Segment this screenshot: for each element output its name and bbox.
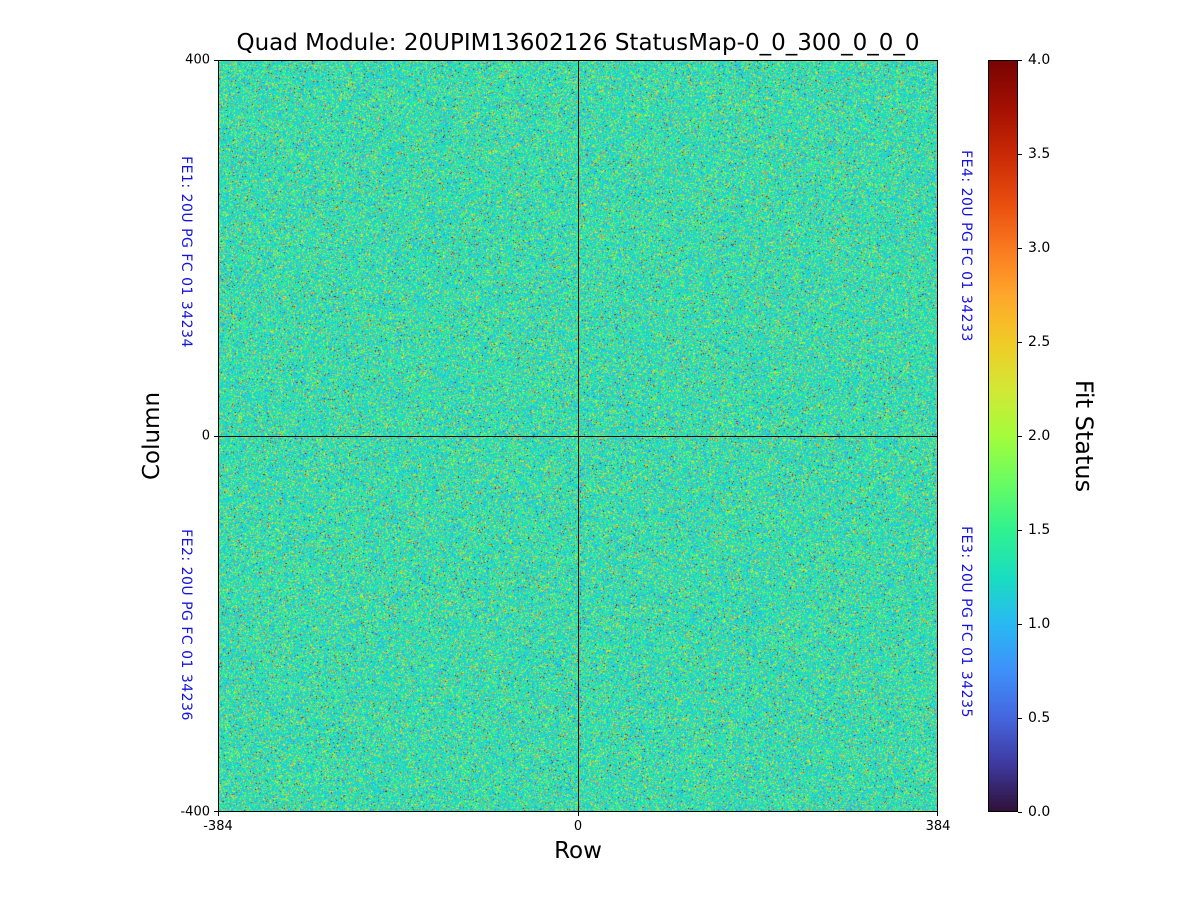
colorbar bbox=[988, 60, 1018, 812]
colorbar-canvas bbox=[989, 61, 1017, 811]
colorbar-tick-mark bbox=[1018, 436, 1022, 437]
x-tick-label: 0 bbox=[548, 819, 608, 834]
annotation-fe2: FE2: 20U PG FC 01 34236 bbox=[178, 529, 194, 721]
colorbar-tick-label: 0.5 bbox=[1028, 710, 1050, 726]
y-tick-label: 400 bbox=[150, 53, 210, 68]
chart-title: Quad Module: 20UPIM13602126 StatusMap-0_… bbox=[178, 30, 978, 56]
colorbar-label: Fit Status bbox=[1070, 380, 1098, 492]
x-tick-label: -384 bbox=[188, 819, 248, 834]
colorbar-tick-mark bbox=[1018, 154, 1022, 155]
colorbar-tick-mark bbox=[1018, 718, 1022, 719]
y-tick-label: -400 bbox=[150, 805, 210, 820]
crosshair-horizontal-line bbox=[219, 436, 937, 437]
colorbar-tick-label: 3.5 bbox=[1028, 146, 1050, 162]
colorbar-tick-mark bbox=[1018, 530, 1022, 531]
colorbar-tick-label: 4.0 bbox=[1028, 52, 1050, 68]
x-tick-label: 384 bbox=[908, 819, 968, 834]
x-axis-label: Row bbox=[218, 838, 938, 864]
annotation-fe4: FE4: 20U PG FC 01 34233 bbox=[958, 150, 974, 342]
x-tick-mark bbox=[578, 812, 579, 816]
colorbar-tick-mark bbox=[1018, 812, 1022, 813]
annotation-fe1: FE1: 20U PG FC 01 34234 bbox=[178, 156, 194, 348]
plot-area bbox=[218, 60, 938, 812]
figure: Quad Module: 20UPIM13602126 StatusMap-0_… bbox=[0, 0, 1200, 900]
colorbar-tick-mark bbox=[1018, 60, 1022, 61]
x-tick-mark bbox=[218, 812, 219, 816]
x-tick-mark bbox=[937, 812, 938, 816]
colorbar-tick-label: 1.0 bbox=[1028, 616, 1050, 632]
colorbar-tick-label: 2.0 bbox=[1028, 428, 1050, 444]
colorbar-tick-label: 0.0 bbox=[1028, 804, 1050, 820]
colorbar-tick-mark bbox=[1018, 342, 1022, 343]
colorbar-tick-mark bbox=[1018, 624, 1022, 625]
colorbar-tick-label: 3.0 bbox=[1028, 240, 1050, 256]
colorbar-tick-label: 2.5 bbox=[1028, 334, 1050, 350]
colorbar-tick-mark bbox=[1018, 248, 1022, 249]
annotation-fe3: FE3: 20U PG FC 01 34235 bbox=[958, 526, 974, 718]
y-tick-label: 0 bbox=[150, 429, 210, 444]
colorbar-tick-label: 1.5 bbox=[1028, 522, 1050, 538]
